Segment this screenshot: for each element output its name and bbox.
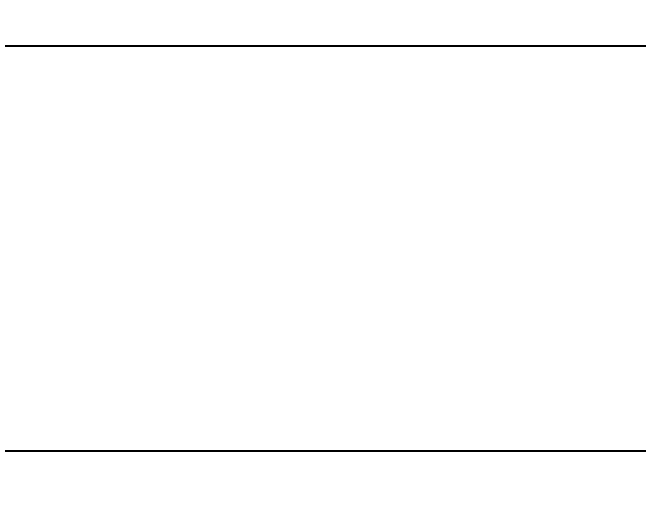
title-divider	[5, 45, 646, 47]
figure-bottom-divider	[5, 450, 646, 452]
